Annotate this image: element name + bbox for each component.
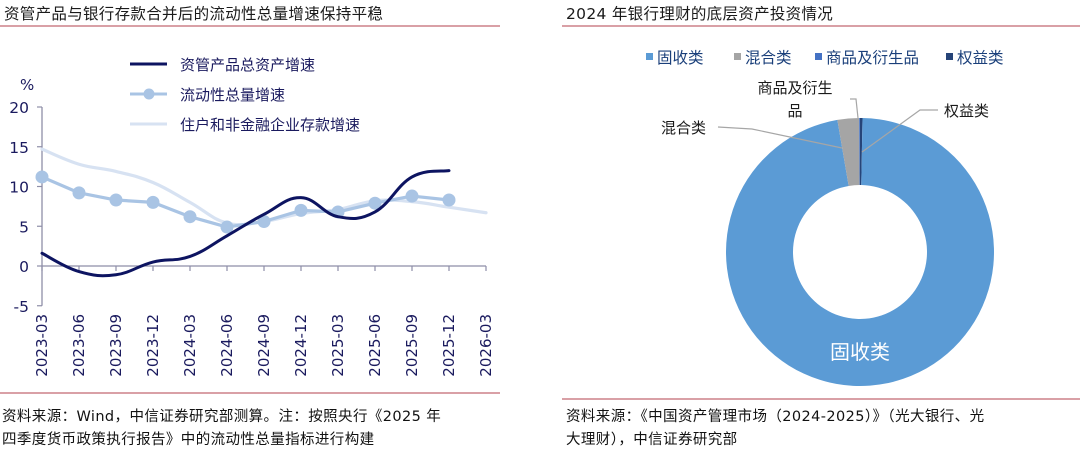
x-tick-label: 2023-03	[33, 314, 51, 377]
svg-text:商品及衍生品: 商品及衍生品	[826, 49, 919, 67]
source-line-1: 资料来源：《中国资产管理市场（2024-2025）》（光大银行、光	[566, 409, 985, 425]
y-tick-label: 0	[19, 258, 29, 276]
legend-swatch-icon	[646, 53, 653, 60]
data-point	[220, 220, 234, 234]
data-point	[146, 195, 160, 209]
x-tick-label: 2026-03	[477, 314, 495, 377]
x-tick-label: 2023-06	[70, 314, 88, 377]
label-equity: 权益类	[944, 102, 989, 120]
data-point	[35, 170, 49, 184]
label-commodity-wrap: 品	[787, 102, 802, 120]
legend-item: 商品及衍生品	[815, 49, 919, 67]
y-tick-label: 15	[9, 139, 29, 157]
x-tick-label: 2024-06	[218, 314, 236, 377]
svg-text:住户和非金融企业存款增速: 住户和非金融企业存款增速	[180, 116, 360, 134]
data-point	[109, 193, 123, 207]
x-tick-label: 2025-12	[440, 314, 458, 377]
svg-text:固收类: 固收类	[657, 49, 704, 67]
y-tick-label: -5	[14, 298, 29, 316]
legend-swatch-icon	[734, 53, 741, 60]
slice-0	[726, 118, 994, 386]
y-axis: -5 0 5 10 15 20	[9, 99, 43, 316]
donut-chart-panel: 2024 年银行理财的底层资产投资情况 固收类 混合类 商品及衍生品 权益类 固收类混…	[562, 0, 1080, 460]
source-line-2: 四季度货币政策执行报告》中的流动性总量指标进行构建	[2, 432, 375, 448]
svg-text:混合类: 混合类	[745, 49, 792, 67]
legend-item-deposit-growth: 住户和非金融企业存款增速	[130, 116, 360, 134]
legend-swatch-icon	[815, 53, 822, 60]
legend-item: 固收类	[646, 49, 704, 67]
line-chart-panel: 资管产品与银行存款合并后的流动性总量增速保持平稳 资管产品总资产增速 流动性总量…	[0, 0, 520, 460]
data-point	[368, 196, 382, 210]
data-labels: 固收类 混合类 商品及衍生品 权益类	[661, 79, 989, 364]
x-tick-label: 2023-12	[144, 314, 162, 377]
label-commodity: 商品及衍生	[757, 79, 832, 97]
svg-text:资管产品总资产增速: 资管产品总资产增速	[180, 56, 315, 74]
line-chart: 资管产品总资产增速 流动性总量增速 住户和非金融企业存款增速 % -5 0 5 10 1…	[9, 56, 495, 377]
source-note: 资料来源：《中国资产管理市场（2024-2025）》（光大银行、光 大理财），中…	[566, 406, 984, 452]
svg-text:权益类: 权益类	[957, 49, 1004, 67]
legend-item: 混合类	[734, 49, 792, 67]
label-mixed: 混合类	[661, 119, 706, 137]
x-tick-label: 2024-12	[292, 314, 310, 377]
y-tick-label: 5	[19, 218, 29, 236]
legend: 资管产品总资产增速 流动性总量增速 住户和非金融企业存款增速	[130, 56, 360, 134]
y-tick-label: 10	[9, 179, 29, 197]
source-divider	[0, 392, 500, 394]
y-axis-unit: %	[20, 76, 34, 94]
legend: 固收类 混合类 商品及衍生品 权益类	[646, 49, 1004, 67]
x-tick-label: 2023-09	[107, 314, 125, 377]
x-tick-label: 2025-09	[403, 314, 421, 377]
y-tick-label: 20	[9, 99, 29, 117]
slice-3	[860, 118, 863, 186]
leader-line	[861, 109, 938, 153]
data-point	[405, 189, 419, 203]
donut-slices	[726, 118, 994, 386]
series-0	[40, 169, 451, 278]
legend-item: 权益类	[946, 49, 1004, 67]
legend-item-asset-growth: 资管产品总资产增速	[130, 56, 315, 74]
data-point	[257, 214, 271, 228]
leader-line	[717, 126, 843, 149]
svg-text:流动性总量增速: 流动性总量增速	[180, 86, 285, 104]
legend-swatch-icon	[946, 53, 953, 60]
slice-1	[837, 118, 860, 186]
x-tick-label: 2024-09	[255, 314, 273, 377]
source-line-2: 大理财），中信证券研究部	[566, 432, 738, 448]
series-group	[35, 147, 488, 278]
source-note: 资料来源：Wind，中信证券研究部测算。注：按照央行《2025 年 四季度货币政…	[2, 406, 441, 452]
data-point	[294, 203, 308, 217]
legend-item-liquidity-growth: 流动性总量增速	[130, 86, 285, 104]
line-chart-title: 资管产品与银行存款合并后的流动性总量增速保持平稳	[4, 5, 384, 23]
source-line-1: 资料来源：Wind，中信证券研究部测算。注：按照央行《2025 年	[2, 409, 442, 425]
title-divider	[0, 25, 500, 27]
data-point	[183, 210, 197, 224]
data-point	[442, 193, 456, 207]
donut-chart-title: 2024 年银行理财的底层资产投资情况	[566, 5, 834, 23]
leader-line	[850, 98, 859, 119]
x-tick-label: 2025-06	[366, 314, 384, 377]
label-fixed-income: 固收类	[830, 340, 890, 364]
slice-2	[859, 118, 860, 186]
title-divider	[562, 25, 1080, 27]
x-tick-label: 2024-03	[181, 314, 199, 377]
x-axis: 2023-03 2023-06 2023-09 2023-12 2024-03 2024-…	[33, 265, 495, 377]
source-divider	[562, 398, 1080, 400]
data-point	[72, 186, 86, 200]
x-tick-label: 2025-03	[329, 314, 347, 377]
